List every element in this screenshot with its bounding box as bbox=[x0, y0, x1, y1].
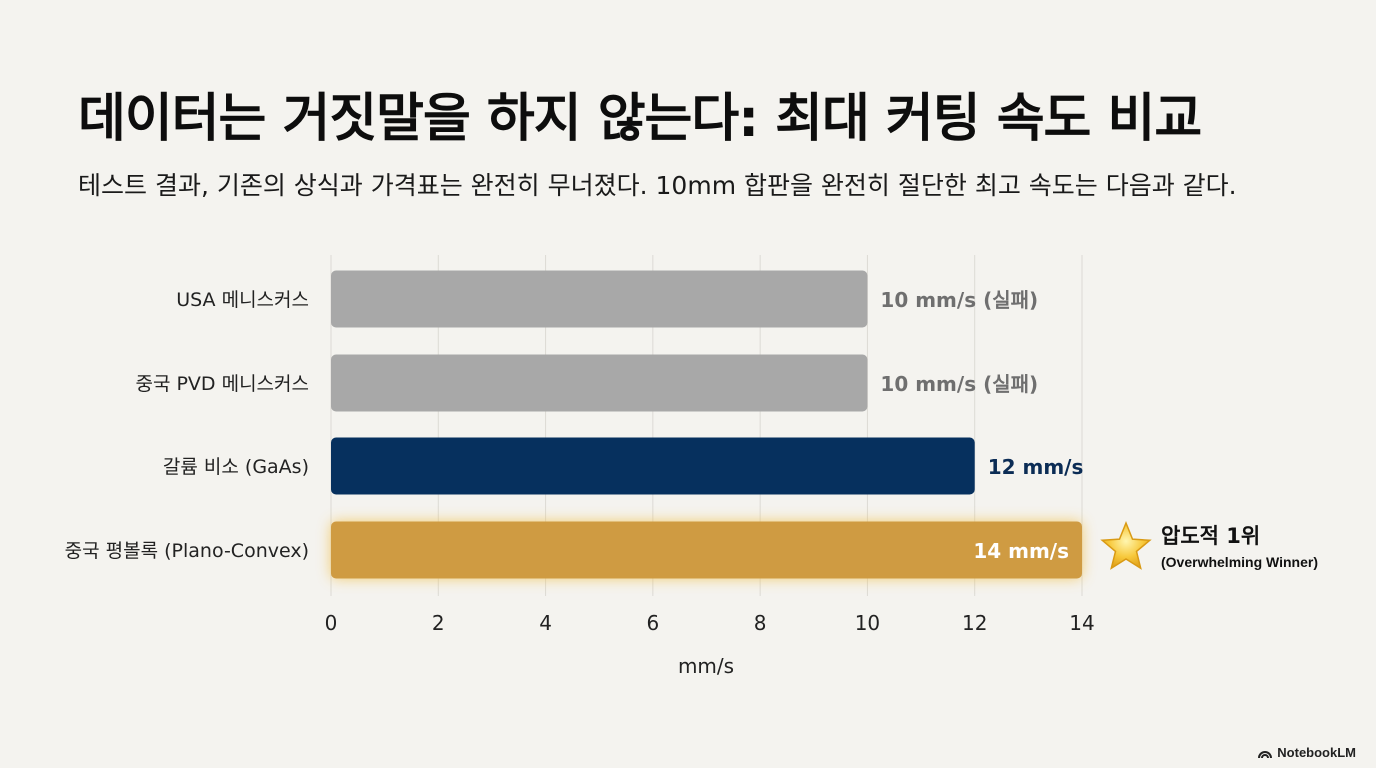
x-tick-label: 0 bbox=[325, 611, 338, 635]
x-tick-label: 8 bbox=[754, 611, 767, 635]
x-tick-label: 2 bbox=[432, 611, 445, 635]
notebooklm-icon bbox=[1258, 750, 1273, 758]
page-title: 데이터는 거짓말을 하지 않는다: 최대 커팅 속도 비교 bbox=[78, 89, 1202, 149]
bars: USA 메니스커스 10 mm/s (실패) 중국 PVD 메니스커스 10 mm/s… bbox=[65, 270, 1084, 579]
x-tick-label: 10 bbox=[855, 611, 880, 635]
x-tick-label: 14 bbox=[1069, 611, 1094, 635]
category-label: 중국 평볼록 (Plano-Convex) bbox=[65, 540, 309, 562]
data-label: 10 mm/s (실패) bbox=[880, 288, 1038, 312]
x-tick-label: 12 bbox=[962, 611, 987, 635]
winner-subtitle: (Overwhelming Winner) bbox=[1161, 554, 1318, 570]
winner-title: 압도적 1위 bbox=[1161, 524, 1260, 548]
bar bbox=[331, 354, 868, 412]
data-label: 12 mm/s bbox=[988, 455, 1084, 479]
x-ticks: 0 2 4 6 8 10 12 14 bbox=[325, 611, 1095, 635]
page-subtitle: 테스트 결과, 기존의 상식과 가격표는 완전히 무너졌다. 10mm 합판을 … bbox=[78, 171, 1237, 200]
category-label: 갈륨 비소 (GaAs) bbox=[163, 456, 309, 478]
data-label: 10 mm/s (실패) bbox=[880, 372, 1038, 396]
bar bbox=[331, 521, 1082, 579]
winner-annotation: 압도적 1위 (Overwhelming Winner) bbox=[1100, 520, 1318, 570]
bar bbox=[331, 270, 868, 328]
category-label: USA 메니스커스 bbox=[176, 289, 309, 311]
brand-logo: NotebookLM bbox=[1257, 745, 1356, 760]
x-tick-label: 4 bbox=[539, 611, 552, 635]
star-icon bbox=[1100, 520, 1152, 570]
data-label: 14 mm/s bbox=[973, 539, 1069, 563]
category-label: 중국 PVD 메니스커스 bbox=[135, 373, 309, 395]
bar bbox=[331, 437, 975, 495]
brand-name: NotebookLM bbox=[1277, 745, 1356, 760]
x-tick-label: 6 bbox=[646, 611, 659, 635]
x-axis-label: mm/s bbox=[678, 654, 734, 678]
